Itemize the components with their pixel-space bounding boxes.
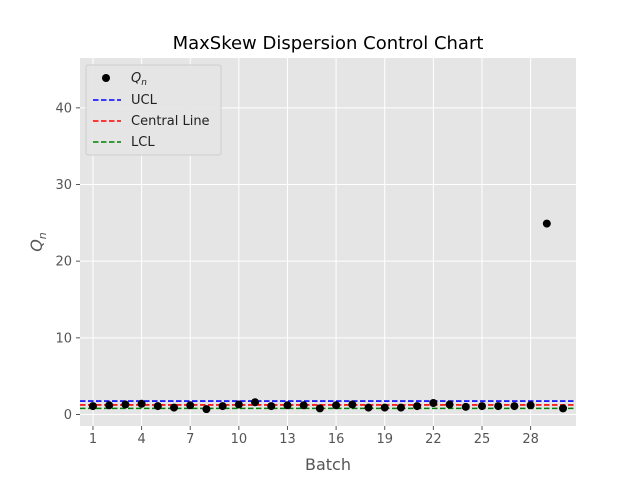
x-tick-label: 10: [231, 432, 248, 447]
legend-box: [85, 64, 222, 156]
data-point: [299, 401, 308, 410]
x-tick-label: 7: [186, 432, 194, 447]
data-point: [121, 400, 130, 409]
legend-label-ucl: UCL: [131, 93, 158, 108]
data-point: [396, 403, 405, 412]
y-tick-label: 0: [64, 408, 72, 423]
x-tick-label: 16: [328, 432, 345, 447]
data-point: [137, 399, 146, 408]
data-point: [283, 401, 292, 410]
data-point: [88, 402, 97, 411]
data-point: [445, 400, 454, 409]
data-point: [477, 402, 486, 411]
data-point: [186, 401, 195, 410]
legend-label-central-line: Central Line: [131, 114, 210, 129]
data-point: [315, 404, 324, 413]
y-tick-label: 20: [55, 255, 72, 270]
control-lines-layer: [80, 400, 576, 410]
legend-label-points: Qn: [131, 71, 147, 88]
x-tick-label: 19: [376, 432, 393, 447]
x-tick-label: 13: [279, 432, 296, 447]
data-point: [364, 403, 373, 412]
y-tick-label: 40: [55, 101, 72, 116]
tick-labels-layer: 1 4 7 10 13 16 19 22 25 28 0 10 20 30 40: [55, 101, 538, 447]
legend-label-lcl: LCL: [131, 135, 155, 150]
chart-title: MaxSkew Dispersion Control Chart: [173, 33, 484, 54]
data-point: [461, 402, 470, 411]
legend-label-points-main: Q: [131, 71, 141, 86]
data-point: [218, 402, 227, 411]
y-tick-label: 10: [55, 331, 72, 346]
data-point: [380, 403, 389, 412]
data-point: [348, 400, 357, 409]
data-point: [429, 399, 438, 407]
data-point: [510, 402, 519, 411]
y-axis-label: Qn: [27, 232, 49, 252]
data-point: [234, 400, 243, 409]
data-point: [105, 401, 114, 410]
x-tick-label: 25: [474, 432, 491, 447]
x-tick-label: 4: [137, 432, 145, 447]
y-tick-label: 30: [55, 178, 72, 193]
y-axis-label-main: Q: [27, 239, 46, 252]
x-axis-label: Batch: [305, 455, 351, 474]
y-axis-label-subscript: n: [36, 232, 49, 239]
data-point: [559, 404, 568, 413]
x-tick-label: 28: [522, 432, 539, 447]
data-point: [526, 401, 535, 410]
data-point: [251, 398, 260, 407]
data-point: [332, 401, 341, 410]
legend-marker-points: [102, 74, 110, 82]
data-point: [267, 402, 276, 411]
data-point: [542, 219, 551, 228]
legend-label-points-subscript: n: [141, 78, 147, 88]
legend: Qn UCL Central Line LCL: [85, 64, 222, 156]
x-tick-label: 1: [89, 432, 97, 447]
data-point: [494, 402, 503, 411]
data-point: [202, 405, 211, 414]
data-point: [170, 403, 179, 412]
data-point: [153, 402, 162, 411]
grid-layer: [80, 58, 576, 426]
x-tick-label: 22: [425, 432, 442, 447]
data-points-layer: [88, 219, 568, 414]
data-point: [413, 402, 422, 411]
